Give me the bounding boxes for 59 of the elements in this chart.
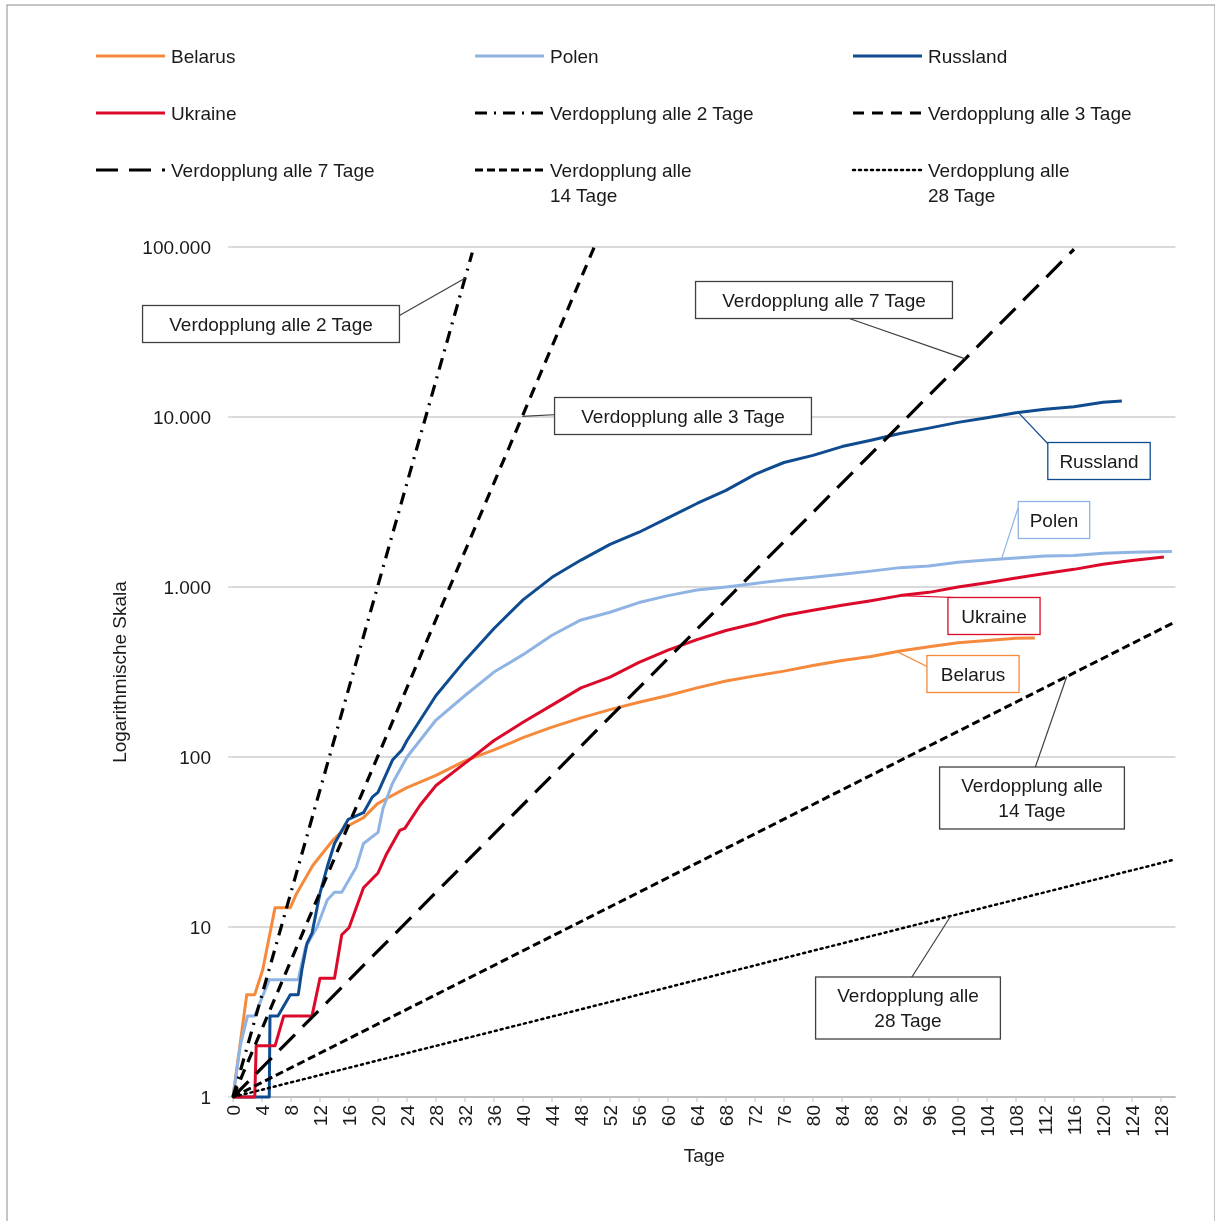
text: Verdopplung alle 14 Tage (961, 775, 1103, 822)
text: Verdopplung alle 2 Tage (169, 313, 373, 335)
x-tick-label: 32 (454, 1105, 476, 1127)
y-tick-label: 10.000 (152, 406, 211, 428)
y-tick-label: 100 (179, 746, 211, 768)
x-tick-label: 72 (744, 1105, 766, 1127)
x-tick-label: 64 (686, 1104, 708, 1127)
x-tick-label: 52 (599, 1105, 621, 1127)
x-tick-label: 0 (222, 1105, 244, 1116)
x-tick-label: 24 (396, 1104, 418, 1127)
x-tick-label: 92 (889, 1105, 911, 1127)
text: Verdopplung alle 28 Tage (837, 985, 979, 1032)
y-axis-title: Logarithmische Skala (109, 580, 130, 763)
y-tick-label: 10 (189, 916, 211, 938)
legend-label: Verdopplung alle 2 Tage (550, 103, 754, 124)
x-tick-label: 120 (1092, 1105, 1114, 1137)
legend-label: Ukraine (171, 103, 237, 124)
x-tick-label: 112 (1034, 1105, 1056, 1136)
text: Verdopplung alle 3 Tage (581, 405, 785, 427)
x-axis-title: Tage (683, 1145, 725, 1166)
x-tick-label: 76 (773, 1105, 795, 1127)
legend-label: Polen (550, 46, 599, 67)
x-tick-label: 104 (976, 1104, 998, 1137)
x-tick-label: 108 (1005, 1105, 1027, 1137)
x-tick-label: 48 (570, 1105, 592, 1127)
x-tick-label: 40 (512, 1105, 534, 1127)
x-tick-label: 56 (628, 1105, 650, 1127)
legend-label: Verdopplung alle 7 Tage (171, 160, 375, 181)
legend-label: Verdopplung alle 14 Tage (550, 160, 692, 206)
x-tick-label: 4 (251, 1104, 273, 1116)
x-tick-label: 20 (367, 1105, 389, 1127)
text: Polen (1029, 509, 1079, 531)
x-tick-label: 124 (1121, 1104, 1143, 1137)
x-tick-label: 68 (715, 1105, 737, 1127)
x-tick-label: 100 (947, 1105, 969, 1137)
x-tick-label: 128 (1150, 1105, 1172, 1137)
x-tick-label: 96 (918, 1105, 940, 1127)
y-tick-label: 1 (200, 1086, 211, 1108)
x-tick-label: 16 (338, 1105, 360, 1127)
x-tick-label: 12 (309, 1105, 331, 1127)
y-tick-label: 1.000 (163, 576, 211, 598)
x-tick-label: 88 (860, 1105, 882, 1127)
x-tick-label: 116 (1063, 1105, 1085, 1136)
legend-label: Russland (928, 46, 1008, 67)
x-tick-label: 28 (425, 1105, 447, 1127)
x-tick-label: 8 (280, 1105, 302, 1116)
legend-label: Verdopplung alle 3 Tage (928, 103, 1132, 124)
x-tick-label: 60 (657, 1105, 679, 1127)
x-tick-label: 36 (483, 1105, 505, 1127)
text: Ukraine (961, 605, 1027, 627)
x-tick-label: 84 (831, 1104, 853, 1127)
text: Verdopplung alle 7 Tage (722, 289, 926, 311)
text: Belarus (940, 663, 1006, 685)
x-tick-label: 80 (802, 1105, 824, 1127)
legend-label: Belarus (171, 46, 236, 67)
text: Russland (1059, 450, 1139, 472)
x-tick-label: 44 (541, 1104, 563, 1127)
legend-label: Verdopplung alle 28 Tage (928, 160, 1070, 206)
y-tick-label: 100.000 (142, 236, 211, 258)
